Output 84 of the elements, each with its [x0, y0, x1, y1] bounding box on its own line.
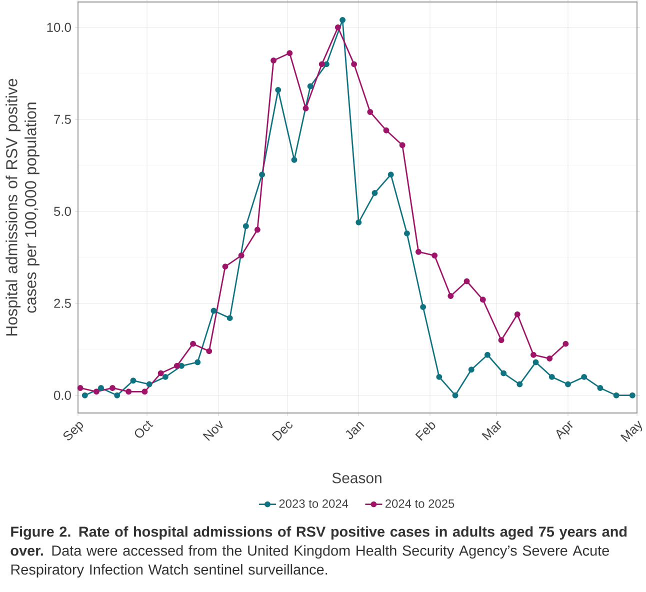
text: Figure 2. Rate of hospital admissions of RSV positive cases in adults aged 75 years and over. Data were accessed from the United Kingdom Health Security Agency’s Severe Acute Respiratory Infection Watch sentinel surveillance.	[10, 526, 627, 578]
point	[562, 340, 569, 347]
point	[110, 384, 116, 391]
point	[93, 388, 100, 395]
y-tick-label: 2.5	[54, 298, 71, 308]
point	[307, 83, 314, 90]
point	[399, 142, 406, 148]
point	[581, 374, 588, 380]
x-tick-label: Apr	[556, 420, 573, 440]
point	[530, 352, 536, 358]
point	[226, 315, 233, 322]
point	[291, 156, 298, 163]
point	[270, 58, 277, 64]
point	[222, 264, 228, 270]
legend-label: 2024 to 2025	[385, 499, 454, 508]
point	[351, 61, 358, 68]
point	[190, 340, 196, 347]
point	[178, 362, 185, 369]
point	[464, 278, 470, 284]
y-tick-label: 10.0	[47, 22, 71, 32]
point	[448, 293, 454, 299]
point	[420, 304, 426, 310]
point	[77, 384, 84, 391]
point	[162, 374, 168, 380]
point	[146, 381, 152, 388]
point	[334, 24, 341, 30]
point	[480, 296, 486, 303]
point	[126, 388, 132, 395]
point	[452, 392, 458, 398]
point	[318, 61, 325, 68]
x-tick-label: Sep	[63, 422, 84, 440]
point	[388, 172, 394, 178]
point	[372, 190, 378, 196]
point	[613, 392, 620, 398]
point	[82, 392, 88, 398]
point	[629, 392, 636, 398]
point	[98, 384, 104, 391]
point	[130, 378, 136, 384]
point	[468, 366, 474, 373]
y-tick-label: 7.5	[54, 114, 71, 124]
y-tick-label: 5.0	[54, 206, 71, 216]
point	[565, 381, 571, 388]
point	[532, 359, 539, 366]
legend-label: 2023 to 2024	[279, 499, 348, 508]
point	[548, 374, 555, 380]
point	[259, 172, 266, 178]
point	[500, 370, 507, 376]
point	[286, 50, 293, 56]
point	[174, 362, 180, 369]
point	[210, 308, 217, 314]
point	[275, 86, 282, 93]
x-tick-label: Nov	[202, 420, 223, 441]
point	[484, 352, 490, 358]
point	[498, 337, 504, 344]
point	[242, 223, 249, 230]
x-tick-label: Feb	[415, 422, 436, 441]
point	[238, 252, 244, 259]
x-tick-label: May	[620, 420, 642, 442]
x-tick-label: Mar	[482, 420, 502, 440]
point	[114, 392, 120, 398]
point	[514, 311, 520, 318]
point	[436, 374, 442, 380]
x-tick-label: Oct	[134, 420, 154, 438]
point	[516, 381, 523, 388]
x-tick-label: Dec	[272, 422, 292, 441]
point	[302, 105, 309, 112]
y-tick-label: 0.0	[54, 390, 71, 400]
point	[356, 219, 362, 226]
point	[194, 359, 201, 366]
point	[546, 356, 553, 362]
point	[597, 384, 604, 391]
x-tick-label: Jan	[346, 422, 364, 440]
point	[367, 109, 374, 116]
point	[415, 248, 422, 255]
point	[254, 226, 260, 233]
point	[340, 17, 346, 24]
y-axis-title: Hospital admissions of RSV positive cases per 100,000 population	[6, 78, 40, 336]
legend-title: Season	[332, 472, 382, 484]
point	[404, 230, 410, 236]
point	[206, 348, 212, 354]
point	[432, 252, 438, 259]
point	[142, 388, 148, 395]
point	[158, 370, 164, 376]
point	[383, 127, 390, 134]
